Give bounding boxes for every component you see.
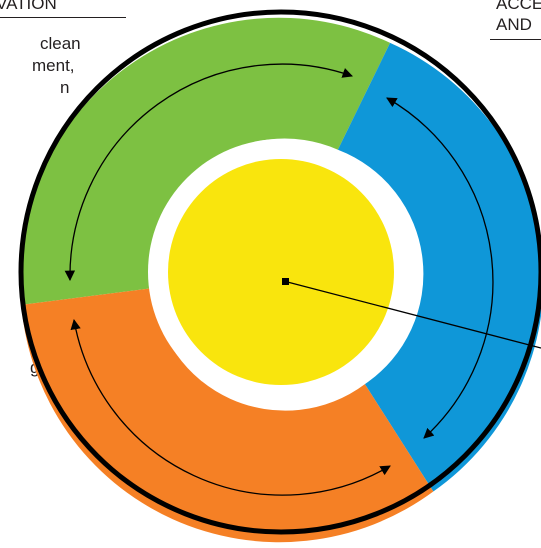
top-left-heading: VATION — [0, 0, 57, 13]
blue-cycle-arrow — [386, 97, 494, 439]
outer-ring-outline — [18, 9, 541, 535]
left-text-line-1: clean — [40, 34, 81, 53]
top-right-heading-line-1: ACCE — [496, 0, 541, 13]
center-circle — [168, 159, 394, 385]
top-left-rule — [0, 17, 126, 18]
left-text-line-2: ment, — [32, 56, 75, 75]
top-right-rule — [490, 39, 541, 40]
green-cycle-arrow — [64, 63, 353, 282]
orange-cycle-arrow — [70, 318, 391, 496]
leader-line — [285, 280, 541, 349]
top-right-heading-line-2: AND — [496, 15, 532, 34]
